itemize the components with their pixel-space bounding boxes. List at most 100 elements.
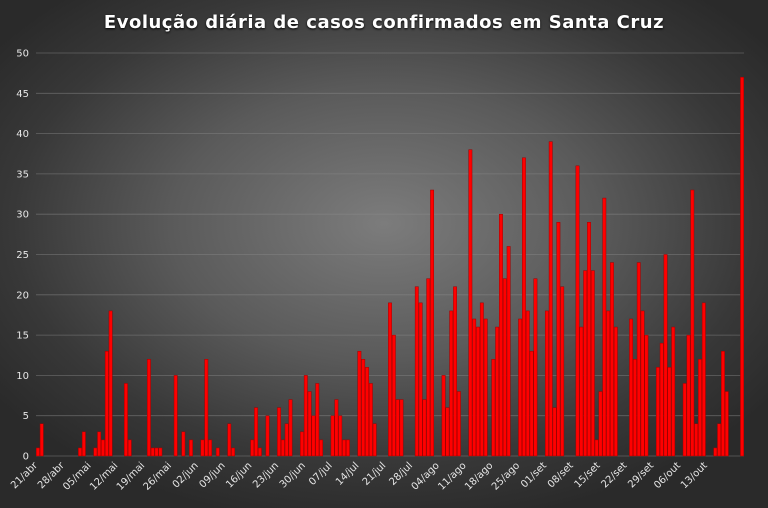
bar xyxy=(158,447,163,457)
bar xyxy=(602,197,607,457)
bar xyxy=(583,270,588,457)
bar xyxy=(522,157,526,457)
bar xyxy=(426,278,431,457)
y-tick-label: 0 xyxy=(23,452,29,463)
x-tick-label: 21/jul xyxy=(361,460,389,488)
bar xyxy=(104,350,109,457)
bar xyxy=(345,439,350,457)
x-tick-label: 06/out xyxy=(652,460,683,491)
bar xyxy=(342,439,346,457)
bar xyxy=(499,213,503,457)
bar xyxy=(280,439,285,457)
y-tick-label: 15 xyxy=(16,331,29,342)
x-tick-label: 14/jul xyxy=(334,460,362,488)
bar xyxy=(671,326,676,457)
x-tick-label: 01/set xyxy=(519,460,549,490)
y-tick-label: 10 xyxy=(16,371,29,382)
y-tick-label: 35 xyxy=(16,169,29,180)
bar xyxy=(698,359,702,457)
bar xyxy=(606,310,611,457)
bar xyxy=(372,423,377,457)
x-tick-label: 15/set xyxy=(573,460,603,490)
bar xyxy=(330,415,335,457)
bar xyxy=(518,318,523,457)
bar xyxy=(414,286,419,457)
bar xyxy=(724,391,729,457)
x-tick-label: 29/set xyxy=(626,460,656,490)
x-tick-label: 09/jun xyxy=(197,460,227,490)
bar xyxy=(36,447,40,457)
bar xyxy=(395,399,400,457)
bars-layer xyxy=(36,76,745,457)
bar xyxy=(150,447,155,457)
x-tick-label: 25/ago xyxy=(490,460,522,492)
bar xyxy=(453,286,457,457)
bar xyxy=(265,415,270,457)
bar xyxy=(146,359,151,457)
bar xyxy=(717,423,722,457)
bar xyxy=(479,302,484,457)
bar xyxy=(449,310,454,457)
bar xyxy=(594,439,599,457)
bar xyxy=(663,254,668,457)
bar xyxy=(690,189,695,457)
x-axis-ticks: 21/abr28/abr05/mai12/mai19/mai26/mai02/j… xyxy=(9,460,710,493)
bar xyxy=(227,423,232,457)
bar xyxy=(215,447,220,457)
bar xyxy=(468,149,473,457)
bar xyxy=(181,431,186,457)
bar xyxy=(587,222,591,457)
bar xyxy=(655,367,660,457)
x-tick-label: 07/jul xyxy=(307,460,335,488)
x-tick-label: 21/abr xyxy=(9,460,41,492)
bar xyxy=(300,431,304,457)
bar xyxy=(633,359,637,457)
bar xyxy=(686,334,691,457)
x-tick-label: 26/mai xyxy=(142,460,174,492)
bar xyxy=(483,318,488,457)
bar xyxy=(533,278,538,457)
y-tick-label: 50 xyxy=(16,49,29,60)
bar xyxy=(127,439,132,457)
bar xyxy=(78,447,82,457)
bar xyxy=(640,310,645,457)
y-tick-label: 30 xyxy=(16,210,29,221)
bar xyxy=(694,423,699,457)
bar xyxy=(556,222,561,457)
bar xyxy=(365,367,369,457)
x-tick-label: 12/mai xyxy=(88,460,120,492)
bar xyxy=(579,326,584,457)
bar xyxy=(399,399,404,457)
bar xyxy=(506,246,511,457)
bar xyxy=(659,342,664,457)
x-tick-label: 04/ago xyxy=(410,460,442,492)
bar xyxy=(441,375,446,457)
bar xyxy=(338,415,343,457)
x-tick-label: 11/ago xyxy=(436,460,468,492)
bar xyxy=(173,375,178,457)
bar xyxy=(418,302,423,457)
bar xyxy=(307,391,312,457)
bar xyxy=(590,270,595,457)
bar xyxy=(552,407,557,457)
x-tick-label: 30/jun xyxy=(278,460,308,490)
bar xyxy=(598,391,603,457)
bar xyxy=(93,447,98,457)
bar xyxy=(284,423,289,457)
bar xyxy=(721,350,725,457)
y-tick-label: 20 xyxy=(16,290,29,301)
chart-title: Evolução diária de casos confirmados em … xyxy=(103,12,665,33)
bar xyxy=(740,76,745,457)
bar xyxy=(476,326,480,457)
bar xyxy=(97,431,102,457)
bar xyxy=(231,447,236,457)
y-tick-label: 45 xyxy=(16,89,29,100)
bar xyxy=(124,383,128,457)
bar xyxy=(361,359,366,457)
x-tick-label: 19/mai xyxy=(115,460,147,492)
bar xyxy=(208,439,213,457)
x-tick-label: 22/set xyxy=(599,460,629,490)
bar xyxy=(204,359,209,457)
y-tick-label: 25 xyxy=(16,250,29,261)
bar xyxy=(445,407,450,457)
